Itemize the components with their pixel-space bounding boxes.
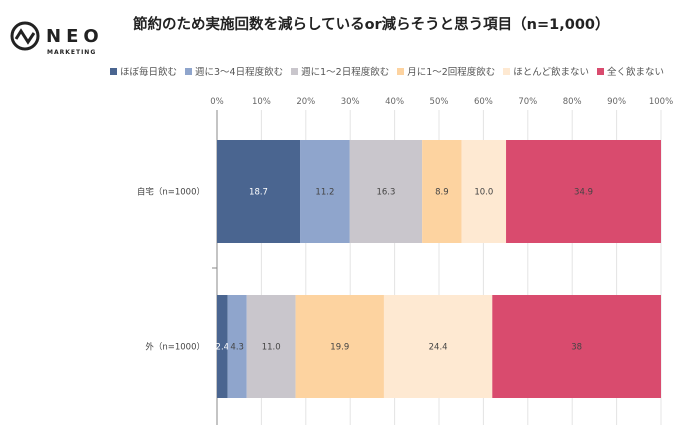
logo-text: NEO bbox=[46, 26, 104, 47]
x-tick-label: 60% bbox=[474, 97, 493, 107]
bar-segment bbox=[422, 140, 462, 243]
legend-label: 週に3～4日程度飲む bbox=[195, 67, 284, 78]
legend-item: 月に1～2回程度飲む bbox=[397, 64, 495, 78]
legend-item: ほとんど飲まない bbox=[503, 64, 589, 78]
bar-segment bbox=[492, 295, 661, 398]
data-label: 4.3 bbox=[230, 343, 244, 353]
x-tick-label: 0% bbox=[210, 97, 224, 107]
logo-icon: NEO MARKETING bbox=[10, 21, 104, 56]
bar-segment bbox=[349, 140, 423, 243]
data-label: 16.3 bbox=[376, 188, 395, 198]
data-label: 2.4 bbox=[216, 343, 230, 353]
data-label: 10.0 bbox=[474, 188, 493, 198]
bar-segment bbox=[300, 140, 350, 243]
data-label: 34.9 bbox=[574, 188, 593, 198]
x-tick-label: 90% bbox=[607, 97, 626, 107]
bar-segment bbox=[217, 295, 228, 398]
x-tick-label: 10% bbox=[252, 97, 271, 107]
x-tick-label: 20% bbox=[296, 97, 315, 107]
data-label: 11.2 bbox=[315, 188, 334, 198]
x-tick-label: 40% bbox=[385, 97, 404, 107]
legend-item: 週に1～2日程度飲む bbox=[291, 64, 389, 78]
chart-title: 節約のため実施回数を減らしているor減らそうと思う項目（n=1,000） bbox=[133, 17, 610, 33]
category-label: 外（n=1000） bbox=[145, 342, 205, 353]
legend-label: 週に1～2日程度飲む bbox=[301, 67, 390, 78]
data-label: 24.4 bbox=[429, 343, 448, 353]
legend-item: 全く飲まない bbox=[597, 64, 664, 78]
legend-label: 月に1～2回程度飲む bbox=[407, 67, 496, 78]
legend: ほぼ毎日飲む 週に3～4日程度飲む 週に1～2日程度飲む 月に1～2回程度飲む ほとんど… bbox=[110, 64, 664, 78]
bar-segment bbox=[227, 295, 247, 398]
legend-swatch bbox=[597, 68, 605, 75]
x-tick-label: 80% bbox=[563, 97, 582, 107]
category-label: 自宅（n=1000） bbox=[137, 187, 205, 198]
logo: NEO MARKETING bbox=[10, 18, 110, 58]
x-tick-label: 100% bbox=[649, 97, 673, 107]
legend-item: ほぼ毎日飲む bbox=[110, 64, 177, 78]
data-label: 38 bbox=[571, 343, 582, 353]
bar-segment bbox=[295, 295, 384, 398]
data-label: 19.9 bbox=[330, 343, 349, 353]
data-label: 8.9 bbox=[435, 188, 449, 198]
bar-segment bbox=[246, 295, 296, 398]
x-tick-label: 70% bbox=[518, 97, 537, 107]
legend-swatch bbox=[185, 68, 193, 75]
legend-item: 週に3～4日程度飲む bbox=[185, 64, 283, 78]
legend-label: ほぼ毎日飲む bbox=[120, 67, 178, 78]
bar-segment bbox=[217, 140, 301, 243]
logo-subtext: MARKETING bbox=[47, 49, 96, 56]
legend-label: ほとんど飲まない bbox=[513, 67, 590, 78]
legend-swatch bbox=[291, 68, 299, 75]
bar-segment bbox=[506, 140, 661, 243]
bar-segment bbox=[383, 295, 493, 398]
x-tick-label: 50% bbox=[430, 97, 449, 107]
data-label: 11.0 bbox=[262, 343, 281, 353]
legend-swatch bbox=[110, 68, 117, 75]
x-tick-label: 30% bbox=[341, 97, 360, 107]
legend-swatch bbox=[503, 68, 511, 75]
data-label: 18.7 bbox=[249, 188, 268, 198]
bar-segment bbox=[461, 140, 507, 243]
legend-label: 全く飲まない bbox=[607, 67, 665, 78]
legend-swatch bbox=[397, 68, 405, 75]
